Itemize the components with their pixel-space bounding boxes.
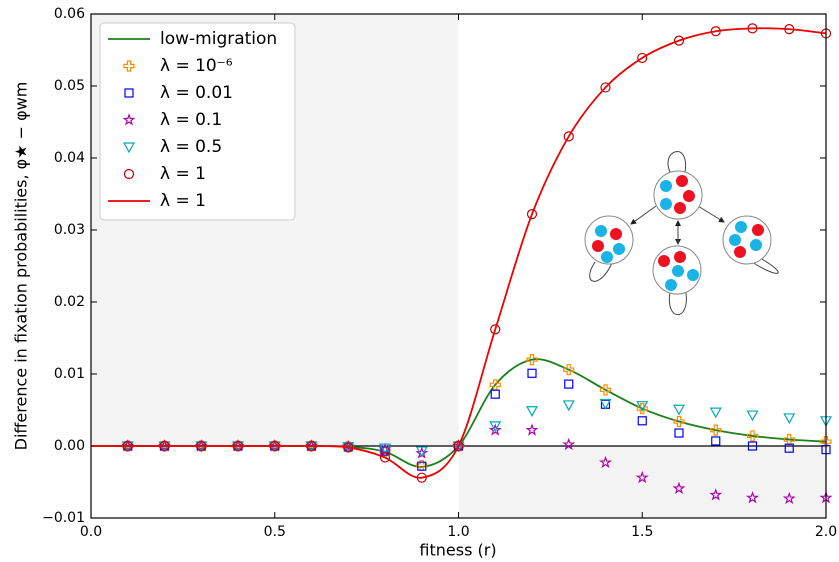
y-axis-label: Difference in fixation probabilities, φ★… [12,82,31,451]
legend-label: λ = 0.5 [160,137,222,157]
network-diagram [584,151,779,316]
marker [783,413,796,425]
marker [526,209,538,220]
legend-swatch [122,113,136,126]
x-tick-label: 1.5 [631,524,653,540]
marker [415,446,428,458]
legend-label: λ = 0.01 [160,83,233,103]
y-tick-label: 0.01 [54,366,85,382]
legend: low-migration λ = 10⁻⁶ λ = 0.01 λ = 0.1 λ = … [99,22,296,221]
legend-label: low-migration [160,29,277,49]
x-tick-label: 1.0 [447,524,469,540]
marker [674,428,684,438]
marker [453,440,464,452]
marker [782,491,796,505]
marker [746,491,759,504]
shaded-region [458,446,826,518]
marker [635,470,649,484]
marker [710,424,722,436]
marker [564,379,574,389]
marker [380,446,390,456]
y-tick-label: 0.05 [54,78,85,94]
marker [599,398,612,410]
x-tick-label: 2.0 [815,524,837,540]
marker [637,416,647,426]
y-tick-label: −0.01 [42,510,85,526]
legend-label: λ = 0.1 [160,110,222,130]
marker [378,443,392,455]
marker [488,423,502,436]
marker [636,401,649,412]
marker [599,455,612,469]
legend-box [99,22,296,221]
marker [637,52,648,64]
marker [672,404,686,416]
marker [784,443,794,453]
legend-swatch [123,60,135,72]
y-tick-label: 0.03 [54,222,85,238]
marker [526,354,538,366]
marker [417,461,427,471]
marker [820,436,832,448]
y-tick-label: 0.02 [54,294,85,310]
marker [490,324,501,335]
marker [746,410,759,422]
marker [562,400,575,412]
plot-area: 0.0 0.5 1.0 1.5 2.0 −0.01 0.00 0.01 0.02 0.03 0.04… [42,6,837,540]
y-tick-label: 0.06 [54,6,85,22]
marker [747,441,758,451]
legend-label: λ = 1 [160,191,206,211]
legend-swatch [124,88,134,98]
legend-swatch [123,168,135,180]
data-line [90,27,827,479]
marker [525,423,539,436]
marker [379,452,391,463]
plot-frame [90,13,827,519]
marker [709,407,722,419]
marker [600,82,611,93]
marker [673,415,685,428]
marker [490,389,500,399]
marker [378,442,392,456]
marker [709,488,723,501]
marker [527,368,537,378]
x-tick-label: 0.5 [264,524,286,540]
y-tick-label: 0.04 [54,150,85,166]
marker [599,384,612,396]
x-tick-label: 0.0 [80,524,102,540]
x-axis-label: fitness (r) [419,541,496,560]
marker [563,131,574,142]
y-tick-label: 0.00 [54,438,85,454]
marker [746,430,759,442]
marker [563,364,575,376]
marker [672,481,686,495]
legend-label: λ = 1 [160,164,206,184]
marker [562,437,576,451]
marker [673,35,685,46]
marker [489,421,502,433]
marker [711,436,721,446]
marker [525,406,539,417]
legend-swatch [122,142,136,154]
legend-label: λ = 10⁻⁶ [160,56,233,76]
